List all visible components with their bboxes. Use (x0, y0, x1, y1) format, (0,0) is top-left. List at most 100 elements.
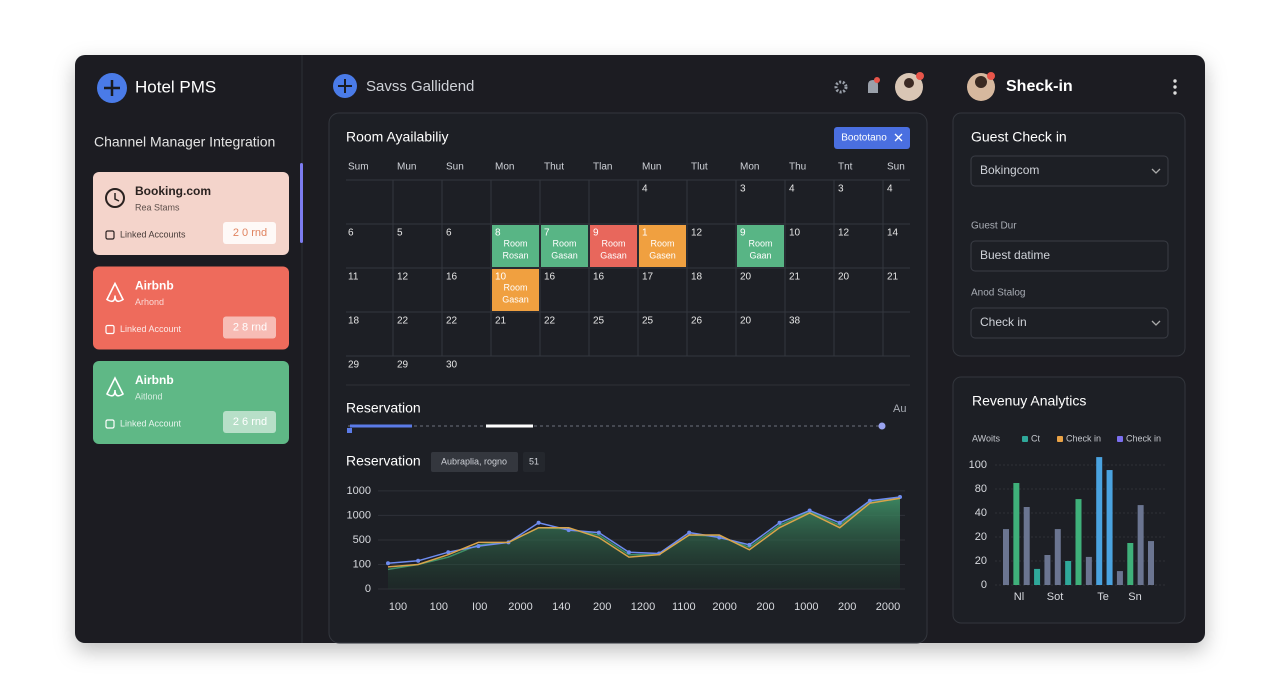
y-tick-label: 20 (975, 555, 987, 567)
bar (1116, 571, 1123, 585)
chip[interactable] (523, 452, 545, 472)
booking-cell[interactable] (590, 225, 637, 267)
x-tick-label: 1100 (672, 601, 696, 613)
booking-cell[interactable] (492, 225, 539, 267)
channel-badge (223, 316, 276, 339)
legend-label: Ct (1031, 433, 1040, 443)
day-number: 1 (642, 228, 648, 239)
x-tick-label: Te (1097, 591, 1109, 603)
day-number: 18 (348, 316, 360, 327)
menu-dot[interactable] (1173, 85, 1177, 89)
day-number: 4 (887, 184, 893, 195)
x-tick-label: 140 (552, 601, 570, 613)
menu-dot[interactable] (1173, 91, 1177, 95)
day-number: 21 (789, 272, 801, 283)
day-number: 29 (397, 360, 409, 371)
bar (1003, 529, 1009, 585)
scrollbar[interactable] (300, 163, 303, 243)
line-point (777, 520, 782, 525)
filter-button[interactable] (834, 127, 910, 149)
booking-label: Room (503, 282, 527, 292)
settings-icon[interactable] (834, 80, 848, 94)
day-number: 16 (544, 272, 556, 283)
booking-label: Gasan (551, 250, 578, 260)
form-fields: Guest Dur Buest datime Anod Stalog Check in (970, 221, 1169, 339)
field-value: Buest datime (980, 248, 1050, 262)
channel-icon (114, 193, 120, 202)
channel-subtitle: Aitlond (135, 391, 163, 401)
booking-cell[interactable] (737, 225, 784, 267)
x-tick-label: I00 (472, 601, 487, 613)
y-tick-label: 100 (353, 558, 371, 570)
channel-badge-label: 2 8 rnd (233, 321, 267, 333)
channel-badge (223, 222, 276, 244)
brand-logo-mark (104, 80, 120, 96)
x-tick-label: 2000 (508, 601, 532, 613)
booking-label: Room (552, 238, 576, 248)
x-tick-label: 200 (756, 601, 774, 613)
menu-dot[interactable] (1173, 79, 1177, 83)
notification-badge (874, 77, 880, 83)
notification-icon[interactable] (868, 80, 878, 93)
weekday-label: Sum (348, 162, 369, 173)
slider-handle[interactable] (878, 422, 886, 430)
booking-label: Gasen (649, 250, 676, 260)
line-point (476, 544, 481, 549)
user-avatar-badge (916, 72, 924, 80)
legend-swatch (1117, 436, 1123, 442)
area (388, 498, 900, 589)
day-number: 9 (740, 228, 746, 239)
channel-icon (105, 188, 125, 208)
bar (1085, 556, 1092, 585)
checkin-avatar-badge (987, 72, 995, 80)
footer-icon (105, 419, 115, 429)
weekday-label: Mun (397, 162, 416, 173)
bar-chart: Ct Check in Check in 0 20 20 40 80 100 Nl Sot Te Sn (969, 433, 1165, 603)
day-number: 21 (887, 272, 899, 283)
bar (1148, 541, 1154, 585)
channel-icon (105, 376, 125, 397)
bar-chart-title: Revenuy Analytics (972, 393, 1086, 409)
y-tick-label: 500 (353, 534, 371, 546)
weekday-label: Mon (740, 162, 759, 173)
booking-label: Gaan (749, 250, 771, 260)
day-number: 12 (838, 228, 850, 239)
field-input[interactable] (970, 307, 1169, 339)
weekday-label: Mon (495, 162, 514, 173)
channel-name: Airbnb (135, 373, 174, 387)
chevron (1151, 320, 1161, 326)
line (387, 497, 901, 568)
channel-badge-label: 2 0 rnd (233, 227, 267, 239)
day-number: 20 (740, 272, 752, 283)
day-number: 21 (495, 316, 507, 327)
filter-button-label: Boototano (841, 133, 887, 144)
channel-footer: Linked Account (120, 418, 182, 428)
bar (1054, 529, 1061, 585)
weekday-label: Tlut (691, 162, 708, 173)
chip[interactable] (431, 452, 518, 472)
booking-cell[interactable] (492, 269, 539, 311)
form-title: Guest Check in (971, 129, 1067, 145)
booking-cell[interactable] (541, 225, 588, 267)
x-tick-label: 200 (593, 601, 611, 613)
source-select[interactable] (970, 155, 1169, 187)
y-tick-label: 0 (365, 583, 371, 595)
bar (1044, 555, 1051, 585)
line-point (566, 528, 571, 533)
day-number: 29 (348, 360, 360, 371)
line-point (626, 550, 631, 555)
line-point (807, 508, 812, 513)
filter-clear-icon[interactable] (894, 133, 903, 142)
bar (1075, 499, 1082, 585)
field-input[interactable] (970, 240, 1169, 272)
x-tick-label: Sot (1047, 591, 1064, 603)
channel-badge (223, 411, 276, 433)
y-tick-label: 40 (975, 507, 987, 519)
booking-label: Room (503, 238, 527, 248)
slider-handle[interactable] (347, 428, 352, 433)
channel-footer: Linked Account (120, 324, 182, 334)
day-number: 3 (838, 184, 844, 195)
day-number: 20 (838, 272, 850, 283)
booking-cell[interactable] (639, 225, 686, 267)
